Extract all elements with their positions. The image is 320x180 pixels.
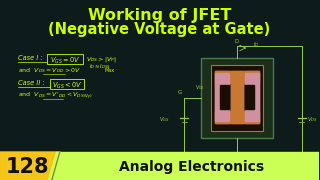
Text: Case I :: Case I : <box>18 55 43 61</box>
Bar <box>245 71 259 123</box>
Bar <box>220 85 229 109</box>
Bar <box>215 71 259 83</box>
Bar <box>211 65 263 131</box>
Text: $V_{GS}$: $V_{GS}$ <box>159 116 169 124</box>
Text: G: G <box>178 90 182 95</box>
Text: and  $V_{DS} = V'_{DD} < V_{DS(V_P)}$: and $V_{DS} = V'_{DD} < V_{DS(V_P)}$ <box>18 91 93 101</box>
Text: $I_D \approx I_{DSS}$: $I_D \approx I_{DSS}$ <box>89 62 111 71</box>
Bar <box>231 71 243 123</box>
Bar <box>215 71 229 123</box>
Polygon shape <box>0 152 68 180</box>
Text: Analog Electronics: Analog Electronics <box>119 160 264 174</box>
Text: Max: Max <box>105 68 115 73</box>
Bar <box>220 85 229 109</box>
Text: $V_{DS} > |V_P|$: $V_{DS} > |V_P|$ <box>86 55 116 64</box>
Text: $V_{GS} < 0V$: $V_{GS} < 0V$ <box>52 80 83 91</box>
Text: $V_{GS} = 0V$: $V_{GS} = 0V$ <box>50 55 81 66</box>
Polygon shape <box>48 152 319 180</box>
Text: $I_D$: $I_D$ <box>253 40 259 50</box>
Bar <box>245 85 254 109</box>
Bar <box>201 58 273 138</box>
Bar <box>215 73 229 121</box>
Bar <box>245 85 254 109</box>
Text: Case II :: Case II : <box>18 80 45 86</box>
Text: $V_{DS}$: $V_{DS}$ <box>307 116 317 124</box>
Text: and  $V_{DS} = V_{DD} > 0V$: and $V_{DS} = V_{DD} > 0V$ <box>18 66 81 75</box>
Text: 128: 128 <box>6 157 50 177</box>
Bar <box>215 111 259 123</box>
Text: Working of JFET: Working of JFET <box>88 8 231 23</box>
Text: D: D <box>235 39 239 44</box>
Text: $V_{GS}$: $V_{GS}$ <box>195 83 205 92</box>
Bar <box>245 73 259 121</box>
Text: (Negative Voltage at Gate): (Negative Voltage at Gate) <box>48 22 270 37</box>
Text: S: S <box>235 158 239 163</box>
